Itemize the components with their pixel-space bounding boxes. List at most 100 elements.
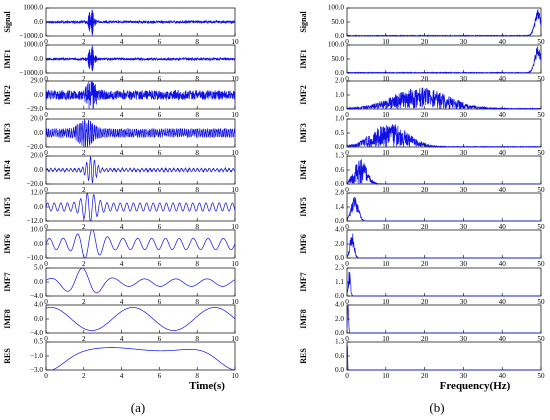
row-label: RES bbox=[299, 348, 308, 364]
subplot-imf3: 20.0 0.0 −20.0 IMF3 0 2 4 6 8 10 bbox=[3, 115, 239, 158]
x-tick-label: 20 bbox=[421, 298, 429, 306]
x-tick-label: 10 bbox=[231, 223, 239, 231]
x-tick-label: 8 bbox=[195, 335, 199, 343]
x-tick-label: 50 bbox=[537, 298, 545, 306]
x-tick-label: 50 bbox=[537, 75, 545, 83]
series-line-imf7 bbox=[45, 267, 236, 294]
x-tick-label: 4 bbox=[120, 223, 124, 231]
y-tick-label: 20.0 bbox=[30, 115, 43, 123]
x-tick-label: 50 bbox=[537, 38, 545, 46]
plot-frame bbox=[346, 44, 542, 74]
x-tick-label: 6 bbox=[158, 111, 162, 119]
series-line-signal bbox=[346, 9, 542, 37]
x-tick-label: 0 bbox=[345, 298, 349, 306]
y-tick-label: 20.0 bbox=[30, 152, 43, 160]
x-tick-label: 10 bbox=[382, 298, 390, 306]
y-tick-label: 2.0 bbox=[335, 77, 344, 85]
x-tick-label: 40 bbox=[499, 260, 507, 268]
x-tick-label: 2 bbox=[82, 111, 86, 119]
frequency-axis-label: Frequency(Hz) bbox=[440, 380, 511, 392]
x-tick-label: 0 bbox=[44, 260, 48, 268]
y-tick-label: 0.0 bbox=[335, 329, 344, 337]
plot-frame bbox=[45, 229, 236, 259]
y-tick-label: 1000.0 bbox=[23, 41, 43, 49]
series-line-imf7 bbox=[346, 272, 541, 297]
x-tick-label: 40 bbox=[499, 75, 507, 83]
x-tick-label: 30 bbox=[460, 260, 468, 268]
x-tick-label: 4 bbox=[120, 111, 124, 119]
x-tick-label: 10 bbox=[382, 335, 390, 343]
panel-label-a: (a) bbox=[131, 400, 145, 415]
y-tick-label: −3.0 bbox=[30, 366, 43, 374]
y-tick-label: 0.0 bbox=[34, 91, 43, 99]
x-tick-label: 10 bbox=[382, 38, 390, 46]
y-tick-label: 0.0 bbox=[34, 55, 43, 63]
y-tick-label: −29.0 bbox=[26, 105, 43, 113]
x-tick-label: 10 bbox=[231, 149, 239, 157]
plot-frame bbox=[346, 155, 542, 185]
subplot-imf1: 1000.0 0.0 −1000.0 IMF1 0 2 4 6 8 10 bbox=[3, 41, 239, 84]
y-tick-label: 0.0 bbox=[335, 292, 344, 300]
x-tick-label: 50 bbox=[537, 260, 545, 268]
x-tick-label: 2 bbox=[82, 186, 86, 194]
x-tick-label: 0 bbox=[44, 111, 48, 119]
subplot-imf2: 2.0 1.0 0.0 IMF2 0 10 20 30 40 50 bbox=[299, 77, 545, 120]
y-tick-label: 1.0 bbox=[335, 115, 344, 123]
x-tick-label: 8 bbox=[195, 298, 199, 306]
series-line-imf2 bbox=[346, 87, 542, 111]
x-tick-label: 0 bbox=[345, 111, 349, 119]
x-tick-label: 0 bbox=[44, 372, 48, 380]
x-tick-label: 10 bbox=[231, 186, 239, 194]
x-tick-label: 20 bbox=[421, 149, 429, 157]
y-tick-label: 0.0 bbox=[34, 129, 43, 137]
x-tick-label: 30 bbox=[460, 335, 468, 343]
x-tick-label: 2 bbox=[82, 223, 86, 231]
x-tick-label: 4 bbox=[120, 38, 124, 46]
y-tick-label: 100.0 bbox=[328, 41, 345, 49]
x-tick-label: 20 bbox=[421, 111, 429, 119]
x-tick-label: 10 bbox=[231, 111, 239, 119]
x-tick-label: 20 bbox=[421, 186, 429, 194]
x-tick-label: 0 bbox=[345, 186, 349, 194]
x-tick-label: 2 bbox=[82, 335, 86, 343]
y-tick-label: −1000.0 bbox=[19, 69, 43, 77]
plot-frame bbox=[346, 229, 542, 259]
x-tick-label: 0 bbox=[44, 298, 48, 306]
x-tick-label: 10 bbox=[382, 223, 390, 231]
y-tick-label: 1000.0 bbox=[23, 4, 43, 12]
x-tick-label: 8 bbox=[195, 260, 199, 268]
x-tick-label: 6 bbox=[158, 149, 162, 157]
y-tick-label: 10.0 bbox=[30, 226, 43, 234]
x-tick-label: 8 bbox=[195, 223, 199, 231]
y-tick-label: 0.0 bbox=[34, 18, 43, 26]
x-tick-label: 6 bbox=[158, 186, 162, 194]
x-tick-label: 8 bbox=[195, 75, 199, 83]
x-tick-label: 0 bbox=[44, 223, 48, 231]
row-label: IMF6 bbox=[299, 234, 308, 254]
y-tick-label: 1.3 bbox=[335, 338, 344, 346]
x-tick-label: 8 bbox=[195, 372, 199, 380]
y-tick-label: 50.0 bbox=[331, 55, 344, 63]
plot-frame bbox=[346, 341, 542, 371]
x-tick-label: 40 bbox=[499, 223, 507, 231]
y-tick-label: 1.3 bbox=[335, 152, 344, 160]
x-tick-label: 0 bbox=[44, 186, 48, 194]
y-tick-label: 100.0 bbox=[328, 4, 345, 12]
x-tick-label: 40 bbox=[499, 335, 507, 343]
row-label: IMF7 bbox=[3, 272, 12, 292]
y-tick-label: 0.0 bbox=[335, 32, 344, 40]
series-line-imf5 bbox=[45, 192, 236, 222]
row-label: IMF3 bbox=[3, 123, 12, 143]
y-tick-label: 5.0 bbox=[34, 264, 43, 272]
y-tick-label: 4.0 bbox=[335, 301, 344, 309]
y-tick-label: 2.3 bbox=[335, 264, 344, 272]
y-tick-label: 0.0 bbox=[34, 166, 43, 174]
y-tick-label: 0.0 bbox=[335, 366, 344, 374]
plot-frame bbox=[346, 118, 542, 148]
row-label: Signal bbox=[3, 11, 12, 33]
x-tick-label: 2 bbox=[82, 75, 86, 83]
y-tick-label: 1.0 bbox=[335, 91, 344, 99]
y-tick-label: 2.0 bbox=[335, 240, 344, 248]
y-tick-label: 0.0 bbox=[34, 240, 43, 248]
